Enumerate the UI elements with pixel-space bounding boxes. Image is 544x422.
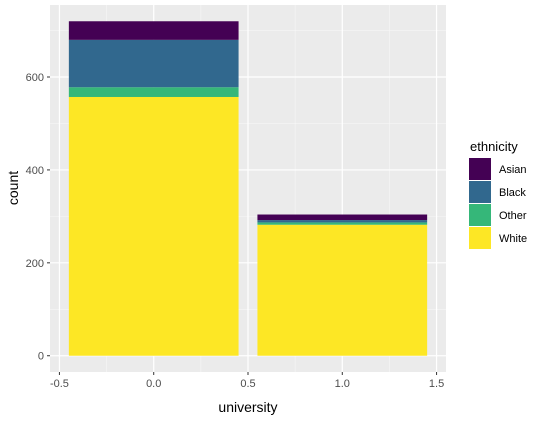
bar-segment-white-0 — [68, 96, 239, 356]
x-tick-label: 1.5 — [429, 378, 444, 390]
y-tick-label: 400 — [26, 165, 44, 177]
bar-segment-asian-0 — [68, 21, 239, 40]
legend-key-asian — [469, 158, 491, 180]
x-axis: -0.5 0.0 0.5 1.0 1.5 — [50, 372, 444, 390]
bar-segment-asian-1 — [257, 214, 428, 221]
legend-key-black — [469, 181, 491, 203]
legend: ethnicity Asian Black Other White — [469, 139, 527, 249]
y-tick-label: 600 — [26, 72, 44, 84]
x-tick-label: -0.5 — [50, 378, 69, 390]
bars — [68, 21, 428, 356]
x-tick-label: 0.5 — [240, 378, 255, 390]
x-axis-title: university — [218, 399, 277, 415]
x-tick-label: 1.0 — [335, 378, 350, 390]
y-axis-title: count — [5, 171, 21, 205]
legend-label-asian: Asian — [499, 164, 527, 176]
bar-segment-other-1 — [257, 222, 428, 225]
legend-key-other — [469, 204, 491, 226]
bar-segment-black-0 — [68, 39, 239, 88]
y-axis: 0 200 400 600 — [26, 72, 50, 363]
y-tick-label: 200 — [26, 258, 44, 270]
bar-segment-other-0 — [68, 87, 239, 97]
legend-label-other: Other — [499, 210, 527, 222]
legend-key-white — [469, 227, 491, 249]
legend-label-white: White — [499, 233, 527, 245]
bar-segment-white-1 — [257, 224, 428, 356]
bar-segment-black-1 — [257, 220, 428, 223]
legend-title: ethnicity — [470, 139, 518, 154]
x-tick-label: 0.0 — [146, 378, 161, 390]
legend-label-black: Black — [499, 187, 526, 199]
y-tick-label: 0 — [38, 351, 44, 363]
